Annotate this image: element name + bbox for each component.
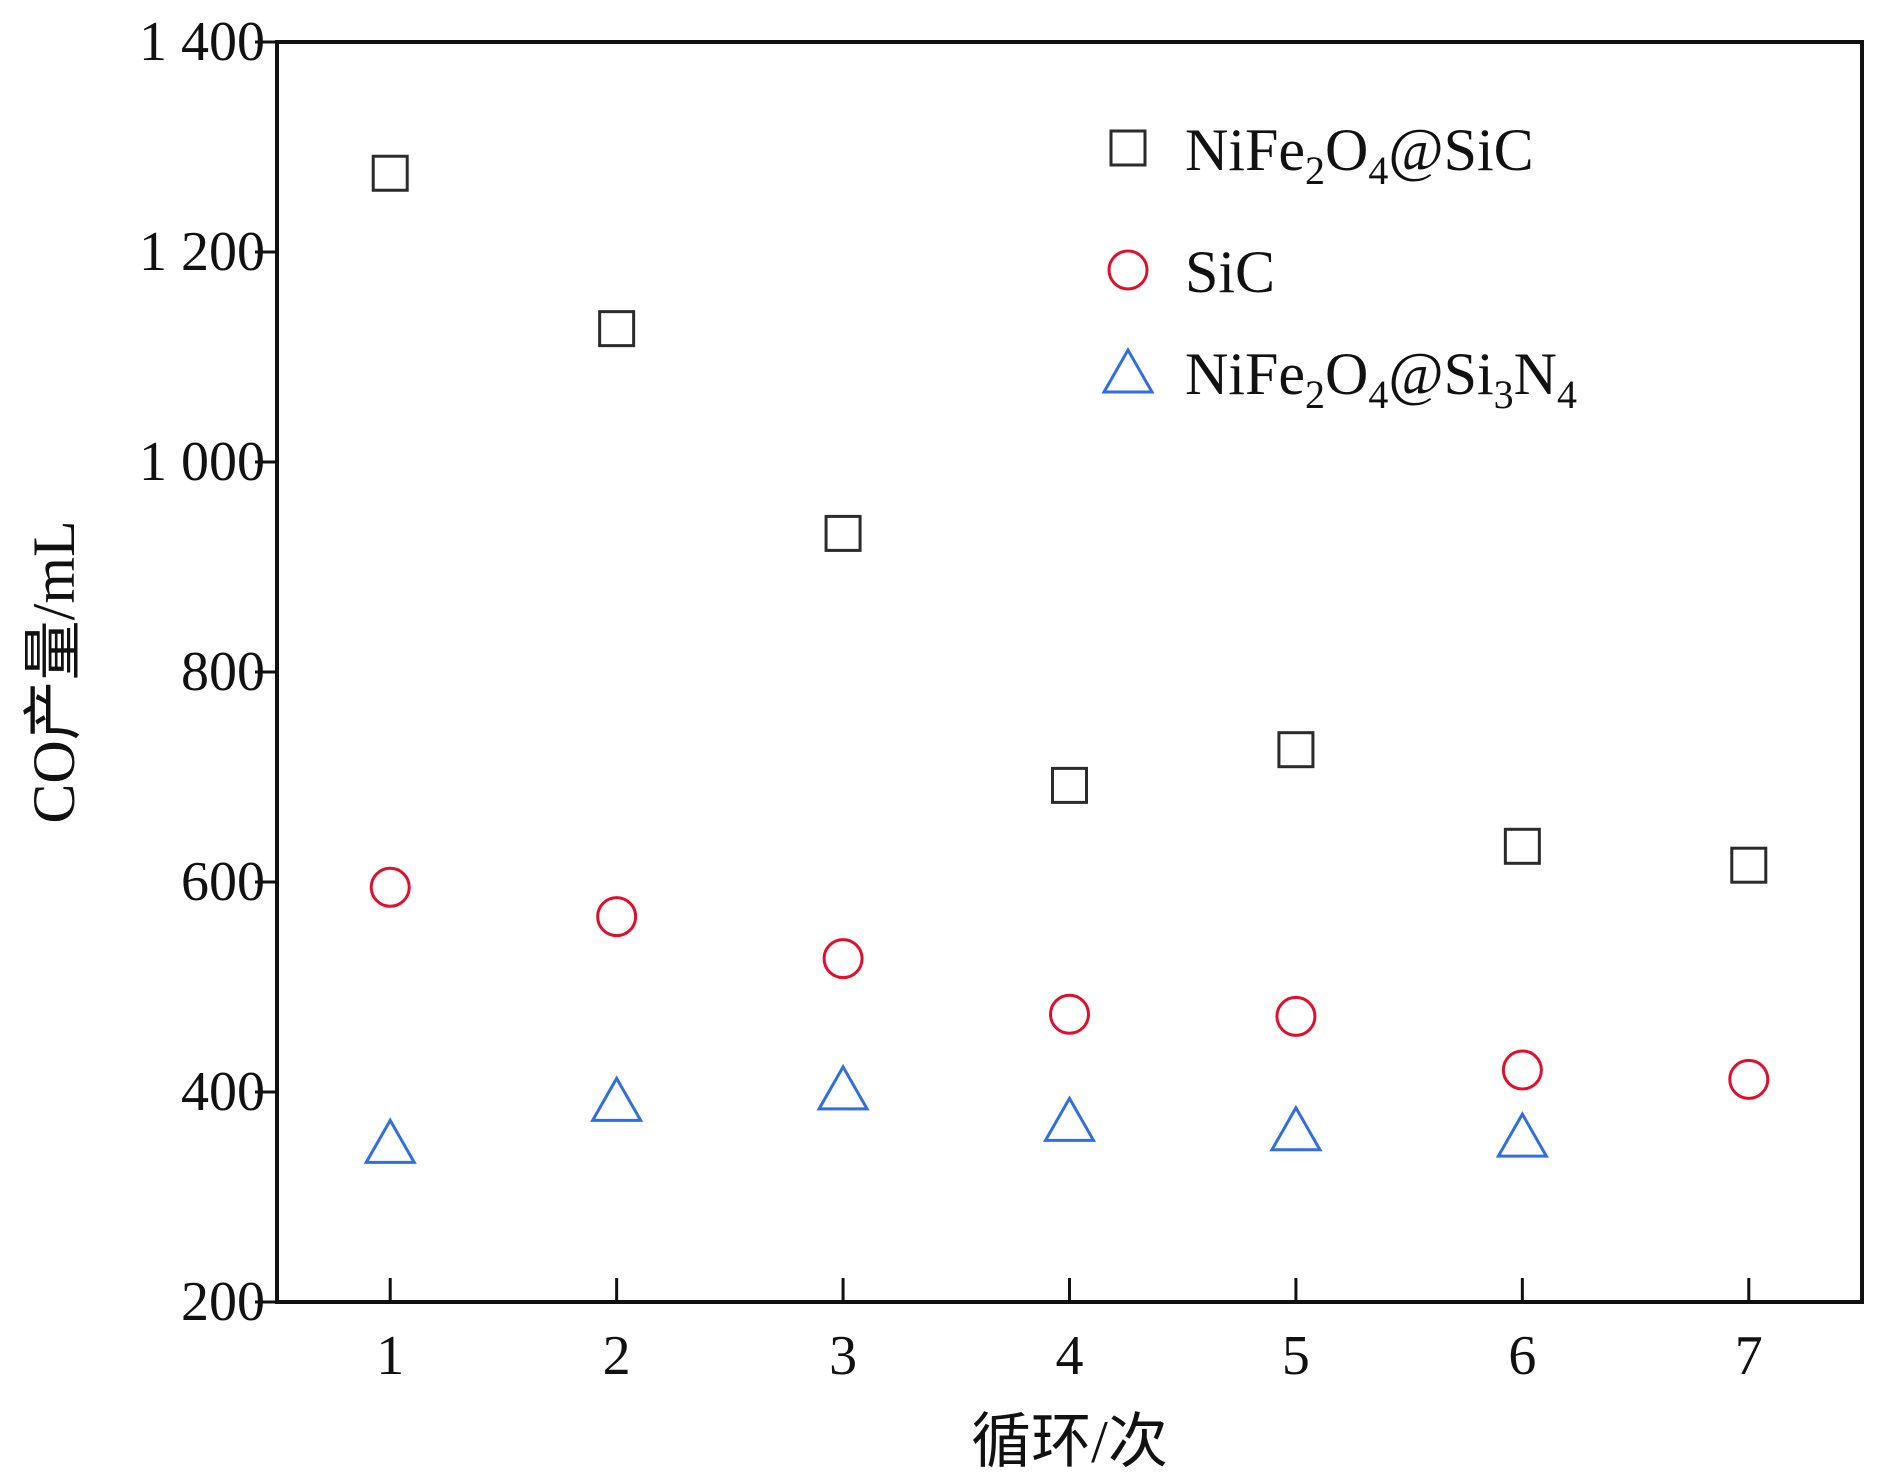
y-tick-label: 1 200	[139, 221, 265, 283]
data-point-triangle	[363, 1117, 417, 1164]
data-point-triangle	[1269, 1104, 1323, 1152]
data-point-circle	[369, 866, 411, 908]
data-point-circle	[1049, 993, 1090, 1035]
y-tick-label: 600	[181, 851, 265, 913]
y-axis: 200 400 600 800 1 000 1 200 1 400	[139, 11, 277, 1333]
data-point-square	[371, 154, 409, 192]
legend-marker-circle	[1107, 249, 1149, 291]
data-point-circle	[1275, 995, 1317, 1037]
y-tick-label: 1 400	[139, 11, 265, 73]
data-point-triangle	[1042, 1095, 1097, 1142]
x-tick-label: 2	[603, 1325, 631, 1387]
data-point-circle	[1501, 1049, 1543, 1091]
data-point-triangle	[816, 1063, 870, 1111]
y-tick-label: 400	[181, 1061, 265, 1123]
data-point-triangle	[590, 1075, 644, 1122]
legend: NiFe2O4@SiC SiC NiFe2O4@Si3N4	[1101, 117, 1577, 417]
data-point-square	[1277, 731, 1315, 769]
y-tick-label: 1 000	[139, 431, 265, 493]
legend-item: NiFe2O4@Si3N4	[1101, 341, 1577, 417]
x-tick-label: 5	[1282, 1325, 1310, 1387]
data-point-circle	[1728, 1058, 1770, 1100]
legend-marker-square	[1109, 129, 1147, 167]
y-tick-label: 200	[181, 1271, 265, 1333]
legend-label: NiFe2O4@Si3N4	[1185, 341, 1577, 417]
data-point-triangle	[1495, 1111, 1549, 1158]
x-axis: 1 2 3 4 5 6 7	[376, 1278, 1763, 1387]
x-tick-label: 7	[1735, 1325, 1763, 1387]
plot-frame	[275, 40, 1864, 1304]
legend-item: SiC	[1107, 239, 1275, 305]
data-points	[363, 154, 1770, 1164]
data-point-circle	[596, 896, 638, 938]
series-1	[371, 154, 1768, 884]
legend-item: NiFe2O4@SiC	[1109, 117, 1534, 193]
data-point-square	[1051, 766, 1088, 804]
legend-label: SiC	[1185, 239, 1275, 305]
series-2	[369, 866, 1770, 1100]
x-tick-label: 3	[829, 1325, 857, 1387]
data-point-square	[824, 514, 862, 552]
series-3	[363, 1063, 1549, 1164]
y-axis-title: CO产量/mL	[21, 520, 87, 823]
y-tick-label: 800	[181, 641, 265, 703]
plot-area	[275, 40, 1864, 1304]
legend-label: NiFe2O4@SiC	[1185, 117, 1534, 193]
data-point-square	[598, 310, 636, 348]
data-point-square	[1503, 827, 1541, 865]
x-tick-label: 4	[1056, 1325, 1084, 1387]
x-tick-label: 6	[1508, 1325, 1536, 1387]
x-tick-label: 1	[376, 1325, 404, 1387]
data-point-circle	[822, 938, 864, 980]
data-point-square	[1730, 846, 1768, 884]
x-axis-title: 循环/次	[971, 1409, 1168, 1475]
legend-marker-triangle	[1101, 346, 1155, 394]
